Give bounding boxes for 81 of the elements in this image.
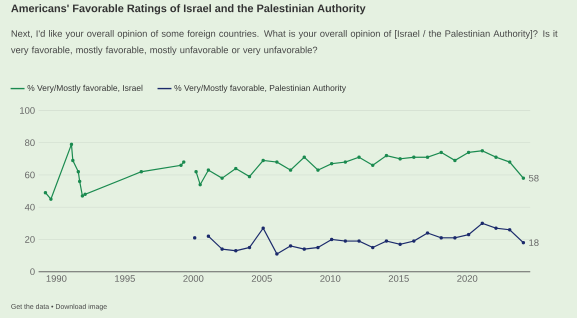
point — [480, 221, 484, 225]
point — [248, 174, 252, 178]
point — [206, 234, 210, 238]
legend-label: % Very/Mostly favorable, Israel — [28, 84, 142, 92]
point — [494, 155, 498, 159]
point — [288, 244, 292, 248]
point — [275, 160, 279, 164]
point — [384, 154, 388, 158]
point — [440, 236, 443, 240]
point — [453, 158, 457, 162]
point — [522, 240, 526, 244]
point — [302, 155, 306, 159]
point — [80, 194, 84, 198]
point — [384, 239, 388, 243]
point — [398, 156, 402, 160]
legend-label: % Very/Mostly favorable, Palestinian Authority — [174, 84, 346, 92]
y-tick-label: 40 — [24, 204, 35, 210]
point — [316, 246, 320, 249]
point — [206, 168, 210, 172]
x-tick-label: 2015 — [388, 274, 409, 282]
point — [412, 239, 416, 243]
point — [508, 228, 512, 232]
point — [288, 168, 292, 172]
point — [78, 179, 82, 183]
point — [357, 155, 361, 159]
y-tick-label: 20 — [25, 236, 35, 243]
point — [262, 158, 265, 162]
point — [480, 148, 484, 152]
point — [344, 239, 348, 243]
x-tick-label: 2005 — [252, 274, 272, 282]
point — [70, 142, 74, 146]
point — [412, 155, 416, 159]
point — [198, 182, 202, 186]
point — [466, 150, 470, 154]
chart-subtitle: Next, I'd like your overall opinion of some foreign countries. What is your overall opinion of [Israel / the Palestinian Authority]? Is it very favorable, mostly favorable, mostly unfavorable or very unfavorable? — [10, 30, 558, 55]
point — [194, 170, 198, 174]
point — [440, 150, 443, 154]
y-tick-label: 80 — [25, 139, 35, 146]
point — [330, 238, 334, 241]
point — [371, 246, 374, 249]
point — [262, 226, 265, 230]
point — [371, 163, 374, 167]
point — [316, 168, 320, 172]
point — [302, 247, 306, 251]
x-tick-label: 2020 — [457, 274, 478, 282]
point — [494, 226, 498, 230]
annotation: 18 — [529, 239, 539, 246]
y-tick-label: 60 — [25, 171, 35, 178]
point — [522, 176, 526, 180]
point — [193, 236, 196, 240]
point — [83, 192, 87, 196]
point — [466, 232, 470, 236]
point — [426, 231, 430, 234]
annotation: 58 — [528, 174, 539, 182]
point — [508, 160, 512, 164]
point — [234, 166, 238, 170]
point — [182, 160, 186, 164]
chart-title: Americans' Favorable Ratings of Israel and the Palestinian Authority — [11, 4, 366, 14]
point — [248, 246, 252, 249]
point — [140, 170, 143, 174]
point — [357, 239, 361, 243]
point — [426, 155, 430, 159]
x-tick-label: 1990 — [46, 274, 66, 282]
point — [275, 252, 279, 256]
x-tick-label: 2010 — [320, 274, 340, 282]
point — [234, 248, 238, 252]
y-tick-label: 100 — [20, 106, 35, 114]
point — [179, 163, 183, 167]
point — [76, 170, 80, 174]
x-tick-label: 1995 — [115, 274, 135, 282]
point — [49, 197, 53, 201]
y-tick-label: 0 — [30, 268, 35, 275]
point — [44, 190, 48, 194]
x-tick-label: 2000 — [183, 274, 204, 282]
point — [398, 242, 402, 246]
point — [330, 162, 334, 166]
point — [71, 158, 75, 162]
point — [220, 247, 224, 251]
point — [453, 236, 457, 240]
point — [220, 176, 224, 180]
point — [344, 160, 348, 164]
